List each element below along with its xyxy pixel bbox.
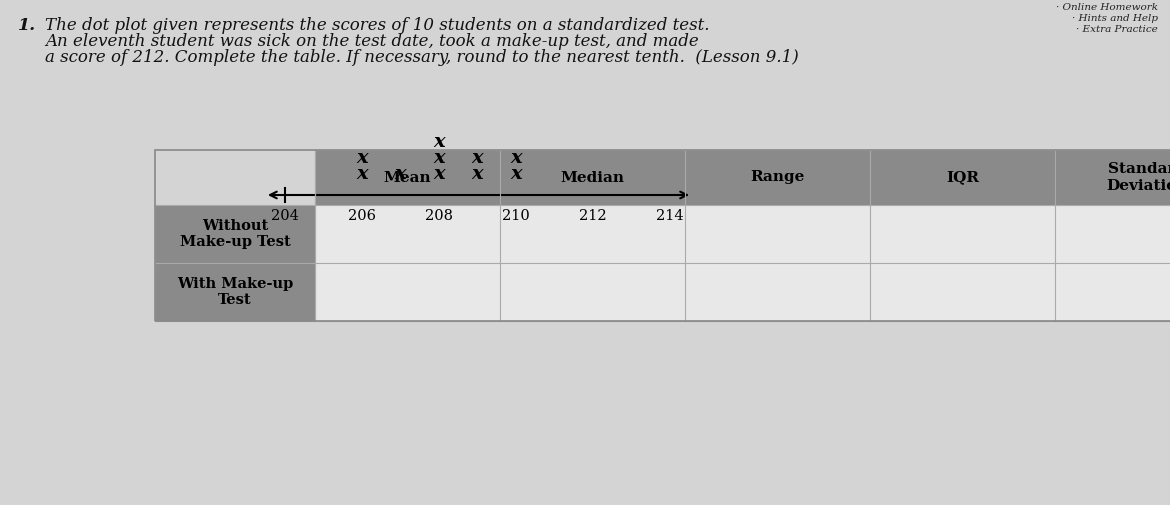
Text: 206: 206 bbox=[347, 209, 376, 223]
Text: 204: 204 bbox=[271, 209, 300, 223]
Text: The dot plot given represents the scores of 10 students on a standardized test.: The dot plot given represents the scores… bbox=[44, 17, 709, 34]
Bar bbox=[1055, 263, 1170, 321]
Bar bbox=[500, 205, 684, 263]
Text: Standard
Deviation: Standard Deviation bbox=[1107, 163, 1170, 192]
Text: · Online Homework: · Online Homework bbox=[1057, 3, 1158, 12]
Text: x: x bbox=[356, 149, 367, 167]
Bar bbox=[684, 263, 870, 321]
Bar bbox=[154, 205, 315, 263]
Text: · Hints and Help: · Hints and Help bbox=[1072, 14, 1158, 23]
Text: 208: 208 bbox=[425, 209, 453, 223]
Bar bbox=[154, 150, 1170, 321]
Text: x: x bbox=[394, 165, 406, 183]
Bar bbox=[684, 205, 870, 263]
Text: An eleventh student was sick on the test date, took a make-up test, and made: An eleventh student was sick on the test… bbox=[44, 33, 698, 50]
Bar bbox=[315, 263, 500, 321]
Text: 214: 214 bbox=[656, 209, 683, 223]
Text: · Extra Practice: · Extra Practice bbox=[1076, 25, 1158, 34]
Text: x: x bbox=[472, 165, 483, 183]
Text: Range: Range bbox=[750, 171, 805, 184]
Text: IQR: IQR bbox=[947, 171, 979, 184]
Text: 212: 212 bbox=[579, 209, 607, 223]
Bar bbox=[1055, 205, 1170, 263]
Text: x: x bbox=[510, 165, 522, 183]
Text: 1.: 1. bbox=[18, 17, 36, 34]
Text: Median: Median bbox=[560, 171, 625, 184]
Text: Without
Make-up Test: Without Make-up Test bbox=[180, 219, 290, 249]
Bar bbox=[870, 205, 1055, 263]
Bar bbox=[500, 263, 684, 321]
Text: a score of 212. Complete the table. If necessary, round to the nearest tenth.  (: a score of 212. Complete the table. If n… bbox=[44, 49, 799, 66]
Text: x: x bbox=[433, 165, 445, 183]
Text: x: x bbox=[356, 165, 367, 183]
Bar bbox=[315, 205, 500, 263]
Bar bbox=[315, 150, 1170, 205]
Text: With Make-up
Test: With Make-up Test bbox=[177, 277, 294, 307]
Text: x: x bbox=[433, 149, 445, 167]
Bar bbox=[154, 263, 315, 321]
Text: x: x bbox=[472, 149, 483, 167]
Text: x: x bbox=[433, 133, 445, 151]
Bar bbox=[870, 263, 1055, 321]
Text: Mean: Mean bbox=[384, 171, 432, 184]
Text: x: x bbox=[510, 149, 522, 167]
Text: 210: 210 bbox=[502, 209, 530, 223]
